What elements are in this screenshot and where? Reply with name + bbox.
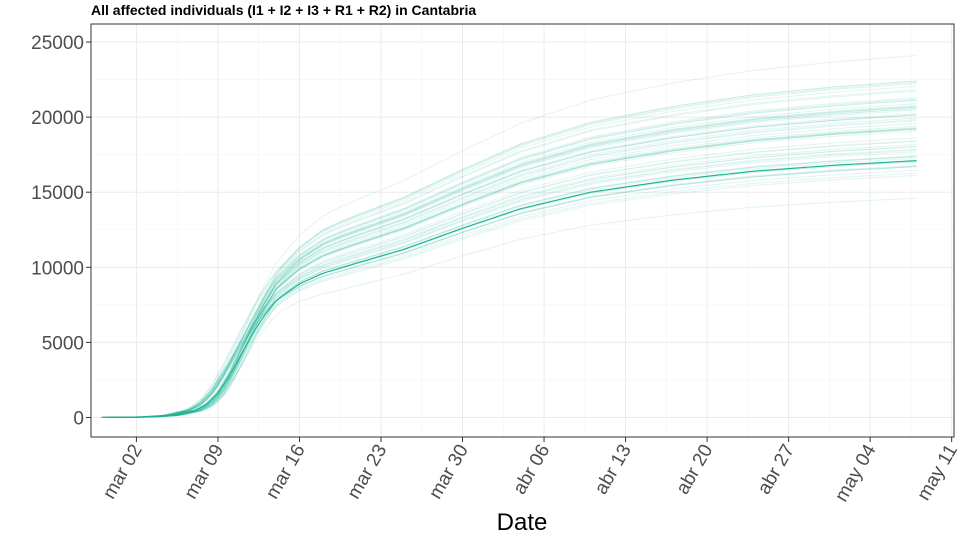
- ensemble-line: [101, 145, 917, 418]
- ensemble-line: [101, 98, 917, 418]
- ensemble-line: [101, 99, 917, 418]
- y-tick-label: 25000: [31, 33, 84, 54]
- ensemble-line: [101, 89, 917, 418]
- ensemble-line: [101, 128, 917, 418]
- ensemble-line: [101, 165, 917, 418]
- main-series: [101, 160, 917, 419]
- ensemble-line: [101, 157, 917, 418]
- y-tick-label: 0: [73, 408, 84, 429]
- ensemble-line: [101, 166, 917, 418]
- main-series-line: [101, 160, 917, 419]
- ensemble-line: [101, 113, 917, 418]
- ensemble-line: [101, 106, 917, 418]
- ensemble-line: [101, 114, 917, 418]
- ensemble-line: [101, 169, 917, 418]
- y-tick-label: 10000: [31, 258, 84, 279]
- ensemble-line: [101, 83, 917, 418]
- ensemble-line: [101, 81, 917, 418]
- ensemble-line: [101, 151, 917, 418]
- ensemble-line: [101, 155, 917, 418]
- y-tick-label: 15000: [31, 183, 84, 204]
- ensemble-line: [101, 160, 917, 418]
- y-axis: 0 5000 10000 15000 20000 25000: [31, 33, 91, 429]
- ensemble-line: [101, 114, 917, 418]
- ensemble-line: [101, 156, 917, 418]
- ensemble-line: [101, 127, 917, 418]
- ensemble-line: [101, 105, 917, 418]
- ensemble-line: [101, 140, 917, 418]
- ensemble-line: [101, 128, 917, 418]
- ensemble-line: [101, 156, 917, 418]
- ensemble-line: [101, 103, 917, 418]
- ensemble-line: [101, 85, 917, 418]
- ensemble-line: [101, 197, 917, 418]
- ensemble-line: [101, 105, 917, 418]
- ensemble-line: [101, 120, 917, 418]
- ensemble-line: [101, 128, 917, 418]
- ensemble-line: [101, 149, 917, 418]
- ensemble-line: [101, 122, 917, 418]
- ensemble-line: [101, 55, 917, 418]
- ensemble-line: [101, 97, 917, 418]
- ensemble-line: [101, 146, 917, 418]
- ensemble-line: [101, 128, 917, 418]
- grid: [91, 24, 954, 437]
- y-tick-label: 20000: [31, 108, 84, 129]
- ensemble-line: [101, 114, 917, 418]
- chart-title: All affected individuals (I1 + I2 + I3 +…: [91, 2, 476, 18]
- y-tick-label: 5000: [42, 333, 84, 354]
- ensemble-line: [101, 130, 917, 418]
- ensemble-line: [101, 117, 917, 418]
- ensemble-line: [101, 172, 917, 418]
- ensemble-line: [101, 90, 917, 418]
- ensemble-line: [101, 166, 917, 418]
- ensemble-line: [101, 108, 917, 418]
- ensemble-line: [101, 175, 917, 418]
- ensemble-line: [101, 99, 917, 418]
- ensemble-line: [101, 161, 917, 418]
- x-axis-title: Date: [497, 509, 548, 536]
- ensemble-line: [101, 109, 917, 418]
- ensemble-line: [101, 148, 917, 418]
- ensemble-lines: [101, 55, 917, 418]
- ensemble-line: [101, 125, 917, 418]
- ensemble-line: [101, 127, 917, 418]
- ensemble-line: [101, 164, 917, 418]
- ensemble-line: [101, 107, 917, 418]
- ensemble-line: [101, 80, 917, 418]
- ensemble-line: [101, 119, 917, 418]
- ensemble-line: [101, 80, 917, 418]
- panel-border: [90, 23, 955, 438]
- ensemble-line: [101, 144, 917, 418]
